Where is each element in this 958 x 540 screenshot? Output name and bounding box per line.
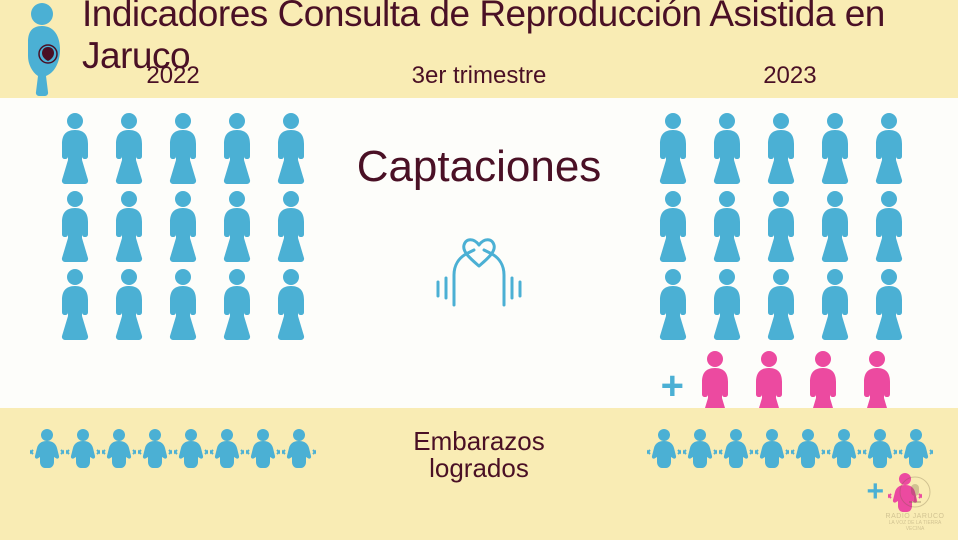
baby-icon bbox=[683, 428, 717, 468]
woman-icon bbox=[50, 268, 100, 340]
baby-icon bbox=[66, 428, 100, 468]
baby-icon bbox=[30, 428, 64, 468]
captaciones-section: Captaciones + bbox=[0, 98, 958, 408]
captaciones-title: Captaciones bbox=[357, 142, 602, 192]
woman-icon bbox=[702, 268, 752, 340]
icon-row bbox=[648, 268, 914, 340]
baby-icon bbox=[827, 428, 861, 468]
icon-row bbox=[648, 190, 914, 262]
embarazos-center: Embarazos logrados bbox=[335, 408, 622, 540]
header-band: Indicadores Consulta de Reproducción Asi… bbox=[0, 0, 958, 98]
woman-icon bbox=[266, 268, 316, 340]
woman-icon bbox=[158, 112, 208, 184]
embarazos-2022 bbox=[0, 408, 335, 540]
hands-heart-icon bbox=[424, 210, 534, 320]
woman-icon bbox=[212, 190, 262, 262]
baby-icon bbox=[791, 428, 825, 468]
baby-icon bbox=[210, 428, 244, 468]
captaciones-center: Captaciones bbox=[335, 112, 622, 408]
baby-icon bbox=[138, 428, 172, 468]
year-right-label: 2023 bbox=[642, 62, 958, 90]
woman-icon bbox=[648, 190, 698, 262]
woman-icon bbox=[810, 190, 860, 262]
woman-icon bbox=[266, 112, 316, 184]
baby-icon bbox=[647, 428, 681, 468]
baby-icon bbox=[755, 428, 789, 468]
plus-icon: + bbox=[661, 366, 684, 406]
baby-icon bbox=[899, 428, 933, 468]
period-label: 3er trimestre bbox=[316, 62, 642, 90]
woman-icon bbox=[158, 190, 208, 262]
header-subrow: 2022 3er trimestre 2023 bbox=[0, 62, 958, 90]
woman-icon bbox=[50, 190, 100, 262]
woman-icon bbox=[50, 112, 100, 184]
woman-icon bbox=[756, 190, 806, 262]
woman-icon bbox=[864, 190, 914, 262]
embarazos-section: Embarazos logrados + RADIO JARUCO LA VOZ… bbox=[0, 408, 958, 540]
woman-icon bbox=[212, 268, 262, 340]
woman-icon bbox=[702, 190, 752, 262]
woman-icon bbox=[648, 112, 698, 184]
woman-icon bbox=[648, 268, 698, 340]
baby-icon bbox=[863, 428, 897, 468]
woman-icon bbox=[864, 112, 914, 184]
woman-icon bbox=[756, 268, 806, 340]
woman-icon bbox=[810, 112, 860, 184]
embarazos-title: Embarazos logrados bbox=[413, 428, 545, 483]
baby-icon bbox=[246, 428, 280, 468]
captaciones-2023: + bbox=[623, 112, 958, 408]
baby-icon bbox=[102, 428, 136, 468]
baby-icon bbox=[282, 428, 316, 468]
icon-row bbox=[50, 190, 316, 262]
year-left-label: 2022 bbox=[0, 62, 316, 90]
icon-row bbox=[648, 112, 914, 184]
icon-row bbox=[50, 112, 316, 184]
woman-icon bbox=[810, 268, 860, 340]
woman-icon bbox=[158, 268, 208, 340]
woman-icon bbox=[104, 190, 154, 262]
woman-icon bbox=[104, 268, 154, 340]
woman-icon bbox=[266, 190, 316, 262]
baby-icon bbox=[719, 428, 753, 468]
baby-icon bbox=[174, 428, 208, 468]
woman-icon bbox=[864, 268, 914, 340]
radio-jaruco-logo: RADIO JARUCO LA VOZ DE LA TIERRA VECINA bbox=[880, 476, 950, 534]
woman-icon bbox=[212, 112, 262, 184]
woman-icon bbox=[702, 112, 752, 184]
captaciones-2022 bbox=[0, 112, 335, 408]
woman-icon bbox=[104, 112, 154, 184]
icon-row bbox=[50, 268, 316, 340]
woman-icon bbox=[756, 112, 806, 184]
